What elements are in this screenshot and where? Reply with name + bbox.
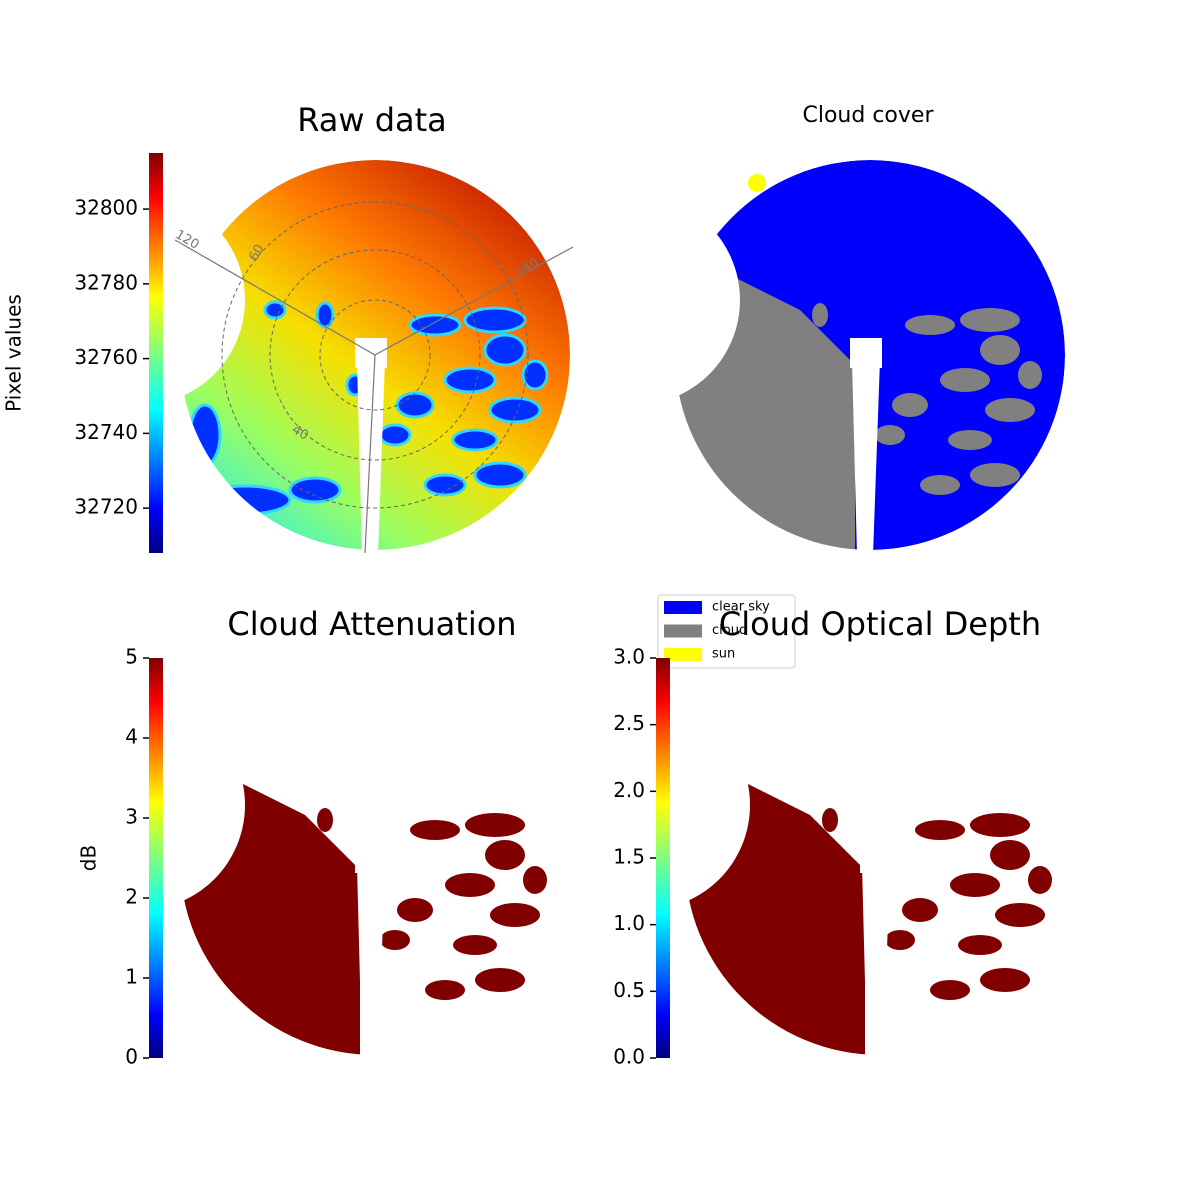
colorbar-tick-label: 3.0: [613, 645, 645, 669]
colorbar: [149, 658, 163, 1058]
colorbar-tick-label: 32800: [74, 196, 138, 220]
raw-image: [174, 160, 574, 554]
colorbar: [656, 658, 670, 1058]
colorbar-tick-label: 2.5: [613, 711, 645, 735]
legend-label: cloud: [712, 623, 747, 638]
optical-depth-image: [680, 750, 1052, 1060]
legend-label: clear sky: [712, 600, 770, 615]
colorbar-tick-label: 1.0: [613, 911, 645, 935]
colorbar-tick-label: 0.5: [613, 978, 645, 1002]
colorbar-tick-label: 4: [125, 725, 138, 749]
colorbar-tick-label: 3: [125, 805, 138, 829]
polar-label: 40: [289, 422, 311, 443]
panel-title: Cloud cover: [803, 103, 935, 128]
polar-label: 120: [172, 227, 201, 252]
legend-swatch: [664, 601, 702, 614]
legend-swatch: [664, 648, 702, 661]
colorbar-tick-label: 2: [125, 885, 138, 909]
colorbar-tick-label: 0: [125, 1045, 138, 1069]
colorbar-tick-label: 32740: [74, 420, 138, 444]
colorbar-tick-label: 2.0: [613, 778, 645, 802]
colorbar-tick-label: 1.5: [613, 845, 645, 869]
legend-swatch: [664, 624, 702, 638]
panel-title: Raw data: [297, 101, 447, 139]
colorbar-tick-label: 32760: [74, 345, 138, 369]
colorbar-label: Pixel values: [2, 294, 26, 412]
polar-label: 60: [246, 242, 267, 264]
colorbar: [149, 153, 163, 553]
legend-label: sun: [712, 647, 735, 662]
panel-title: Cloud Optical Depth: [719, 605, 1041, 643]
colorbar-tick-label: 0.0: [613, 1045, 645, 1069]
colorbar-tick-label: 5: [125, 645, 138, 669]
cloud-cover-image: [670, 160, 1065, 555]
colorbar-tick-label: 1: [125, 965, 138, 989]
colorbar-label: dB: [77, 845, 101, 871]
panel-title: Cloud Attenuation: [227, 605, 516, 643]
colorbar-tick-label: 32780: [74, 270, 138, 294]
colorbar-tick-label: 32720: [74, 495, 138, 519]
attenuation-image: [175, 750, 547, 1060]
